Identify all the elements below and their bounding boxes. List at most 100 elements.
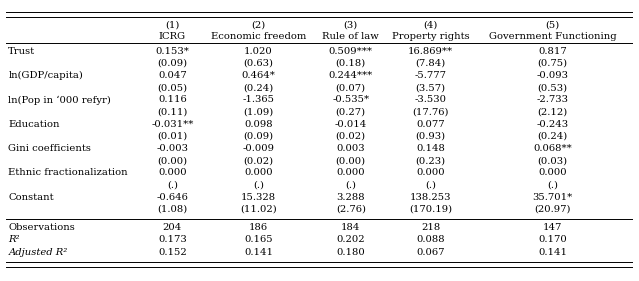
Text: 0.148: 0.148 bbox=[416, 144, 445, 153]
Text: -0.031**: -0.031** bbox=[151, 120, 194, 129]
Text: (4): (4) bbox=[424, 20, 438, 29]
Text: (0.09): (0.09) bbox=[157, 59, 187, 68]
Text: 0.180: 0.180 bbox=[337, 248, 365, 257]
Text: -0.014: -0.014 bbox=[335, 120, 367, 129]
Text: (0.18): (0.18) bbox=[335, 59, 366, 68]
Text: (3): (3) bbox=[344, 20, 358, 29]
Text: 0.077: 0.077 bbox=[417, 120, 445, 129]
Text: (20.97): (20.97) bbox=[534, 205, 571, 214]
Text: Trust: Trust bbox=[8, 47, 35, 56]
Text: 0.464*: 0.464* bbox=[242, 71, 275, 80]
Text: Adjusted R²: Adjusted R² bbox=[8, 248, 68, 257]
Text: 0.000: 0.000 bbox=[539, 169, 567, 178]
Text: (2): (2) bbox=[251, 20, 266, 29]
Text: (0.11): (0.11) bbox=[157, 108, 187, 117]
Text: -0.009: -0.009 bbox=[242, 144, 274, 153]
Text: 0.047: 0.047 bbox=[158, 71, 187, 80]
Text: (7.84): (7.84) bbox=[415, 59, 446, 68]
Text: 3.288: 3.288 bbox=[337, 193, 365, 202]
Text: (0.63): (0.63) bbox=[243, 59, 273, 68]
Text: 1.020: 1.020 bbox=[244, 47, 273, 56]
Text: (1.08): (1.08) bbox=[157, 205, 187, 214]
Text: 138.253: 138.253 bbox=[410, 193, 451, 202]
Text: Ethnic fractionalization: Ethnic fractionalization bbox=[8, 169, 128, 178]
Text: 218: 218 bbox=[421, 223, 440, 232]
Text: (170.19): (170.19) bbox=[409, 205, 452, 214]
Text: (11.02): (11.02) bbox=[240, 205, 277, 214]
Text: (3.57): (3.57) bbox=[415, 83, 446, 92]
Text: 0.098: 0.098 bbox=[244, 120, 273, 129]
Text: (.): (.) bbox=[253, 181, 264, 190]
Text: 0.068**: 0.068** bbox=[534, 144, 572, 153]
Text: 0.244***: 0.244*** bbox=[328, 71, 373, 80]
Text: 204: 204 bbox=[163, 223, 182, 232]
Text: 0.003: 0.003 bbox=[337, 144, 365, 153]
Text: ICRG: ICRG bbox=[158, 31, 186, 41]
Text: (0.53): (0.53) bbox=[537, 83, 568, 92]
Text: (0.01): (0.01) bbox=[157, 132, 187, 141]
Text: (0.93): (0.93) bbox=[415, 132, 446, 141]
Text: (0.03): (0.03) bbox=[537, 156, 568, 165]
Text: -0.003: -0.003 bbox=[157, 144, 189, 153]
Text: 147: 147 bbox=[543, 223, 562, 232]
Text: Property rights: Property rights bbox=[392, 31, 470, 41]
Text: (0.02): (0.02) bbox=[335, 132, 366, 141]
Text: (.): (.) bbox=[425, 181, 436, 190]
Text: (0.05): (0.05) bbox=[157, 83, 187, 92]
Text: 0.116: 0.116 bbox=[158, 96, 187, 105]
Text: ln(Pop in ‘000 refyr): ln(Pop in ‘000 refyr) bbox=[8, 95, 111, 105]
Text: (5): (5) bbox=[546, 20, 560, 29]
Text: (0.27): (0.27) bbox=[335, 108, 366, 117]
Text: (0.24): (0.24) bbox=[243, 83, 273, 92]
Text: 0.509***: 0.509*** bbox=[329, 47, 373, 56]
Text: 184: 184 bbox=[341, 223, 360, 232]
Text: -0.093: -0.093 bbox=[537, 71, 569, 80]
Text: (0.02): (0.02) bbox=[243, 156, 273, 165]
Text: Constant: Constant bbox=[8, 193, 54, 202]
Text: 0.088: 0.088 bbox=[417, 235, 445, 244]
Text: 35.701*: 35.701* bbox=[533, 193, 573, 202]
Text: -0.243: -0.243 bbox=[537, 120, 569, 129]
Text: Economic freedom: Economic freedom bbox=[211, 31, 306, 41]
Text: 0.000: 0.000 bbox=[337, 169, 365, 178]
Text: (0.09): (0.09) bbox=[243, 132, 273, 141]
Text: -0.646: -0.646 bbox=[157, 193, 189, 202]
Text: (1): (1) bbox=[165, 20, 180, 29]
Text: (0.75): (0.75) bbox=[537, 59, 568, 68]
Text: -0.535*: -0.535* bbox=[332, 96, 369, 105]
Text: (0.07): (0.07) bbox=[335, 83, 366, 92]
Text: Gini coefficients: Gini coefficients bbox=[8, 144, 91, 153]
Text: (2.76): (2.76) bbox=[336, 205, 366, 214]
Text: (17.76): (17.76) bbox=[412, 108, 449, 117]
Text: R²: R² bbox=[8, 235, 20, 244]
Text: 16.869**: 16.869** bbox=[408, 47, 453, 56]
Text: Government Functioning: Government Functioning bbox=[489, 31, 617, 41]
Text: ln(GDP/capita): ln(GDP/capita) bbox=[8, 71, 83, 80]
Text: 0.141: 0.141 bbox=[538, 248, 567, 257]
Text: (.): (.) bbox=[345, 181, 357, 190]
Text: 0.141: 0.141 bbox=[244, 248, 273, 257]
Text: 0.173: 0.173 bbox=[158, 235, 187, 244]
Text: -1.365: -1.365 bbox=[242, 96, 274, 105]
Text: 0.000: 0.000 bbox=[417, 169, 445, 178]
Text: 0.202: 0.202 bbox=[337, 235, 365, 244]
Text: Education: Education bbox=[8, 120, 60, 129]
Text: (0.00): (0.00) bbox=[335, 156, 366, 165]
Text: 0.170: 0.170 bbox=[539, 235, 567, 244]
Text: Observations: Observations bbox=[8, 223, 75, 232]
Text: -3.530: -3.530 bbox=[415, 96, 447, 105]
Text: 186: 186 bbox=[249, 223, 268, 232]
Text: (1.09): (1.09) bbox=[243, 108, 273, 117]
Text: 0.165: 0.165 bbox=[244, 235, 273, 244]
Text: (0.23): (0.23) bbox=[415, 156, 446, 165]
Text: 0.000: 0.000 bbox=[244, 169, 273, 178]
Text: 0.153*: 0.153* bbox=[155, 47, 189, 56]
Text: 0.067: 0.067 bbox=[417, 248, 445, 257]
Text: (0.24): (0.24) bbox=[537, 132, 568, 141]
Text: (.): (.) bbox=[547, 181, 558, 190]
Text: -2.733: -2.733 bbox=[537, 96, 569, 105]
Text: (0.00): (0.00) bbox=[157, 156, 187, 165]
Text: Rule of law: Rule of law bbox=[323, 31, 379, 41]
Text: (.): (.) bbox=[167, 181, 178, 190]
Text: 0.000: 0.000 bbox=[158, 169, 187, 178]
